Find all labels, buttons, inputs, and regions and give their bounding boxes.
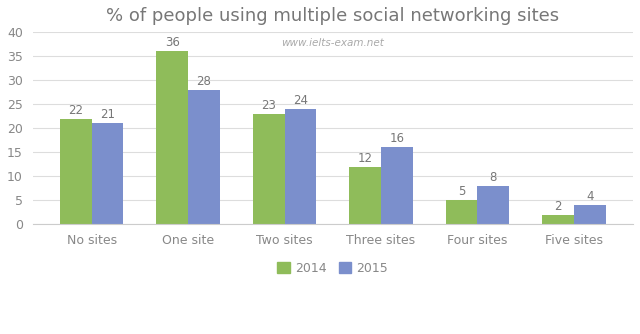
- Text: 28: 28: [196, 75, 211, 88]
- Text: 8: 8: [490, 171, 497, 184]
- Text: 4: 4: [586, 190, 593, 203]
- Text: 16: 16: [389, 133, 404, 146]
- Text: 2: 2: [554, 200, 562, 213]
- Text: 24: 24: [293, 94, 308, 107]
- Text: 21: 21: [100, 109, 115, 122]
- Bar: [253, 114, 285, 224]
- Bar: [477, 186, 509, 224]
- Text: 5: 5: [458, 185, 465, 198]
- Bar: [92, 123, 124, 224]
- Bar: [156, 51, 188, 224]
- Text: 36: 36: [164, 36, 180, 49]
- Bar: [285, 109, 316, 224]
- Text: 23: 23: [261, 99, 276, 112]
- Title: % of people using multiple social networking sites: % of people using multiple social networ…: [106, 7, 559, 25]
- Bar: [445, 200, 477, 224]
- Bar: [188, 90, 220, 224]
- Bar: [542, 215, 574, 224]
- Text: www.ielts-exam.net: www.ielts-exam.net: [282, 38, 384, 48]
- Bar: [574, 205, 605, 224]
- Text: 22: 22: [68, 104, 83, 117]
- Text: 12: 12: [358, 152, 372, 165]
- Legend: 2014, 2015: 2014, 2015: [273, 257, 393, 280]
- Bar: [349, 167, 381, 224]
- Bar: [381, 147, 413, 224]
- Bar: [60, 119, 92, 224]
